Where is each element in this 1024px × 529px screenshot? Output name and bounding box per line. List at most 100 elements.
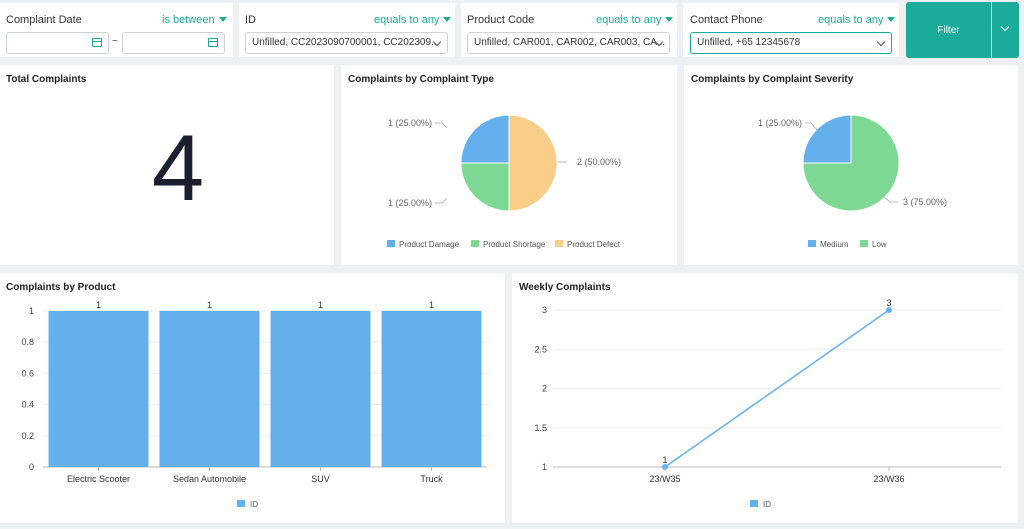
complaints-by-product-card: Complaints by Product 0 0.2 0.4 0.6 0.8 1 1 El… — [0, 273, 505, 523]
filter-operator-dropdown[interactable]: equals to any — [596, 14, 674, 26]
card-title: Complaints by Product — [6, 282, 116, 293]
y-tick-label: 1 — [29, 306, 34, 316]
bar-data-label: 1 — [429, 300, 434, 310]
line-data-label: 1 — [662, 455, 667, 465]
filter-button-label: Filter — [937, 24, 960, 36]
filter-operator-dropdown[interactable]: is between — [162, 14, 227, 26]
filter-label: Product Code — [467, 14, 535, 26]
series-line-id — [664, 309, 890, 468]
y-tick-label: 0.2 — [21, 431, 34, 441]
contact-phone-select[interactable]: Unfilled, +65 12345678 — [690, 32, 892, 54]
card-title: Complaints by Complaint Severity — [691, 74, 854, 85]
filter-options-dropdown-button[interactable] — [992, 2, 1019, 58]
contact-phone-select-value: Unfilled, +65 12345678 — [697, 37, 801, 48]
filter-operator-dropdown[interactable]: equals to any — [818, 14, 896, 26]
pie-slice-product-shortage[interactable] — [460, 162, 510, 212]
filter-product-code: Product Code equals to any Unfilled, CAR… — [461, 3, 677, 57]
legend-swatch — [387, 240, 395, 247]
pie-label-leader — [435, 122, 448, 129]
complaint-type-pie-chart: 1 (25.00%) 1 (25.00%) 2 (50.00%) Product… — [387, 114, 621, 249]
pie-label-leader — [805, 122, 818, 131]
caret-down-icon — [443, 17, 452, 22]
line-point-23-w36[interactable] — [886, 307, 892, 313]
filter-operator-label: equals to any — [818, 14, 884, 26]
legend-swatch — [808, 240, 816, 247]
y-tick-label: 0.4 — [21, 400, 34, 410]
y-tick-label: 3 — [542, 305, 547, 315]
y-tick-label: 2.5 — [534, 344, 547, 354]
bar-data-label: 1 — [96, 300, 101, 310]
line-data-label: 3 — [886, 298, 891, 308]
pie-label-low: 3 (75.00%) — [903, 197, 947, 207]
pie-label-product-shortage: 1 (25.00%) — [388, 198, 432, 208]
legend-swatch — [471, 240, 479, 247]
legend-swatch — [555, 240, 563, 247]
id-select-value: Unfilled, CC2023090700001, CC202309... — [252, 37, 440, 48]
legend-item-product-damage: Product Damage — [399, 240, 460, 249]
bar-data-label: 1 — [318, 300, 323, 310]
legend: Medium Low — [808, 240, 887, 249]
pie-plot — [802, 114, 900, 212]
bar-sedan-automobile[interactable] — [159, 311, 260, 467]
product-bar-chart: 0 0.2 0.4 0.6 0.8 1 1 Electric Scooter 1 Sedan A… — [21, 300, 487, 509]
product-code-select-value: Unfilled, CAR001, CAR002, CAR003, CA... — [474, 37, 666, 48]
bar-electric-scooter[interactable] — [48, 311, 149, 467]
pie-label-medium: 1 (25.00%) — [758, 118, 802, 128]
x-tick-label: Truck — [420, 474, 443, 484]
complaint-severity-card: Complaints by Complaint Severity 1 (25.0… — [684, 65, 1018, 265]
weekly-line-chart: 1 1.5 2 2.5 3 1 23/W35 3 23/W36 ID — [534, 298, 1001, 509]
y-tick-label: 0.8 — [21, 337, 34, 347]
date-end-input[interactable] — [122, 32, 225, 54]
y-tick-label: 0.6 — [21, 368, 34, 378]
legend: Product Damage Product Shortage Product … — [387, 240, 621, 249]
pie-label-leader — [435, 197, 448, 204]
legend-swatch — [860, 240, 868, 247]
line-grid: 1 1.5 2 2.5 3 — [534, 305, 1001, 472]
x-tick-label: 23/W36 — [873, 474, 904, 484]
card-title: Complaints by Complaint Type — [348, 74, 494, 85]
calendar-icon — [92, 38, 102, 47]
bar-labels: 1 Electric Scooter 1 Sedan Automobile 1 SUV 1 T… — [67, 300, 443, 484]
pie-slice-low[interactable] — [802, 114, 900, 212]
date-start-input[interactable] — [6, 32, 109, 54]
filter-button[interactable]: Filter — [906, 2, 991, 58]
id-select[interactable]: Unfilled, CC2023090700001, CC202309... — [245, 32, 448, 54]
legend-swatch — [237, 500, 245, 507]
filter-operator-label: is between — [162, 14, 215, 26]
pie-label-leader — [881, 194, 898, 203]
x-tick-label: Sedan Automobile — [173, 474, 246, 484]
y-tick-label: 0 — [29, 462, 34, 472]
total-complaints-card: Total Complaints 4 — [0, 65, 334, 265]
pie-slice-medium[interactable] — [802, 114, 852, 164]
complaint-type-card: Complaints by Complaint Type 1 (25.00%) … — [341, 65, 677, 265]
filter-operator-label: equals to any — [596, 14, 662, 26]
bar-truck[interactable] — [381, 311, 482, 467]
filter-operator-dropdown[interactable]: equals to any — [374, 14, 452, 26]
y-tick-label: 1.5 — [534, 423, 547, 433]
pie-plot — [460, 114, 558, 212]
y-tick-label: 2 — [542, 384, 547, 394]
filter-label: Complaint Date — [6, 14, 82, 26]
pie-label-product-damage: 1 (25.00%) — [388, 118, 432, 128]
legend-item-medium: Medium — [820, 240, 849, 249]
caret-down-icon — [218, 17, 227, 22]
filter-contact-phone: Contact Phone equals to any Unfilled, +6… — [683, 3, 899, 57]
card-title: Weekly Complaints — [519, 282, 611, 293]
bar-marks — [48, 311, 482, 467]
product-code-select[interactable]: Unfilled, CAR001, CAR002, CAR003, CA... — [467, 32, 670, 54]
y-tick-label: 1 — [542, 462, 547, 472]
x-tick-label: Electric Scooter — [67, 474, 130, 484]
x-tick-label: 23/W35 — [649, 474, 680, 484]
caret-down-icon — [665, 17, 674, 22]
bar-suv[interactable] — [270, 311, 371, 467]
card-title: Total Complaints — [6, 74, 87, 85]
filter-label: ID — [245, 14, 256, 26]
pie-slice-product-damage[interactable] — [460, 114, 510, 164]
date-range-separator: ~ — [112, 36, 118, 47]
chevron-down-icon — [1000, 22, 1010, 32]
line-marks: 1 23/W35 3 23/W36 — [649, 298, 904, 484]
pie-labels: 1 (25.00%) 1 (25.00%) 2 (50.00%) — [388, 118, 621, 208]
pie-slice-product-defect[interactable] — [508, 114, 558, 212]
filter-label: Contact Phone — [690, 14, 763, 26]
pie-labels: 1 (25.00%) 3 (75.00%) — [758, 118, 947, 207]
